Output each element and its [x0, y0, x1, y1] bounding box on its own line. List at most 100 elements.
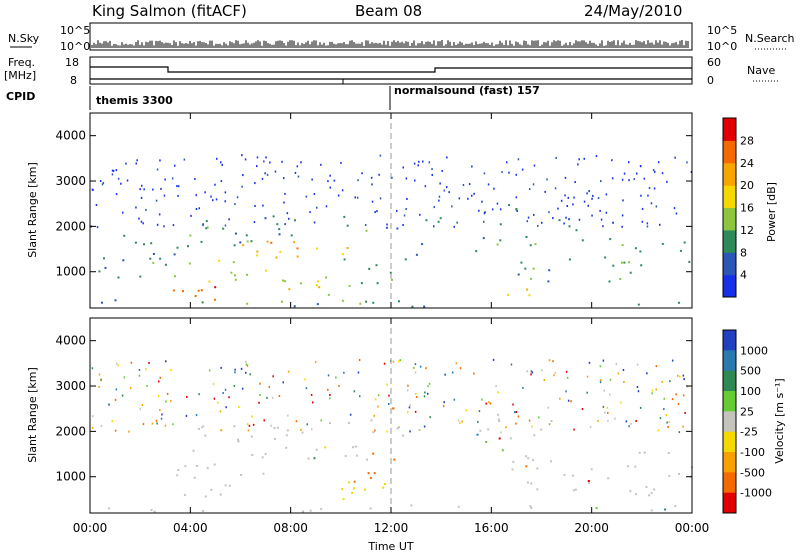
noise-cell: [560, 199, 563, 202]
scatter-cell: [318, 286, 321, 289]
noise-cell: [431, 168, 433, 171]
noise-cell: [397, 360, 400, 363]
noise-cell: [190, 214, 192, 217]
noise-cell: [564, 176, 567, 179]
scatter-cell: [497, 413, 500, 416]
noise-cell: [481, 200, 483, 203]
scatter-cell: [532, 267, 535, 270]
noise-cell: [485, 402, 487, 405]
scatter-cell: [391, 278, 393, 281]
scatter-cell: [499, 239, 502, 242]
scatter-cell: [515, 208, 518, 211]
noise-cell: [417, 164, 419, 167]
noise-cell: [195, 414, 198, 417]
noise-cell: [552, 217, 554, 220]
noise-cell: [259, 394, 261, 396]
scatter-cell: [250, 240, 253, 243]
scatter-cell: [393, 458, 396, 461]
time-tick-label: 16:00: [474, 521, 509, 535]
noise-cell: [636, 363, 639, 366]
scatter-cell: [548, 269, 551, 272]
scatter-cell: [218, 259, 221, 262]
noise-cell: [677, 374, 679, 377]
velocity-colorbar-ticks: 1000 500 100 25 -25 -100 -500 -1000: [740, 344, 772, 499]
noise-cell: [98, 373, 101, 376]
scatter-cell: [612, 264, 615, 267]
noise-cell: [572, 203, 574, 206]
noise-cell: [565, 216, 567, 219]
noise-cell: [294, 171, 297, 174]
noise-cell: [392, 407, 394, 410]
scatter-cell: [382, 486, 385, 489]
scatter-cell: [205, 220, 208, 223]
noise-cell: [457, 419, 460, 422]
noise-trace: [91, 40, 689, 48]
noise-cell: [581, 408, 584, 410]
scatter-cell: [365, 229, 368, 232]
noise-cell: [586, 375, 589, 378]
noise-cell: [114, 429, 117, 432]
noise-cell: [160, 187, 162, 190]
scatter-cell: [234, 232, 237, 235]
noise-cell: [213, 397, 216, 400]
noise-cell: [481, 398, 483, 401]
scatter-cell: [293, 241, 296, 244]
scatter-cell: [402, 434, 405, 437]
noise-cell: [146, 384, 148, 387]
noise-cell: [578, 218, 581, 221]
noise-cell: [115, 362, 118, 365]
noise-cell: [602, 359, 605, 362]
noise-cell: [686, 161, 688, 164]
colorbar-swatch: [723, 391, 736, 412]
noise-cell: [329, 186, 331, 189]
scatter-cell: [101, 301, 103, 304]
noise-cell: [611, 177, 614, 180]
velocity-scatter: [91, 358, 694, 513]
power-colorbar-frame: [722, 117, 737, 298]
scatter-cell: [683, 241, 686, 244]
noise-cell: [112, 169, 115, 172]
scatter-cell: [368, 267, 371, 270]
noise-cell: [219, 410, 222, 413]
scatter-cell: [275, 256, 278, 259]
noise-cell: [528, 419, 531, 422]
noise-cell: [641, 220, 644, 223]
noise-cell: [554, 371, 557, 374]
noise-cell: [554, 187, 557, 190]
noise-cell: [117, 177, 120, 180]
noise-cell: [424, 185, 427, 188]
noise-cell: [165, 400, 167, 403]
noise-cell: [91, 426, 94, 429]
noise-cell: [491, 208, 494, 211]
scatter-cell: [634, 493, 637, 496]
noise-cell: [300, 428, 302, 431]
scatter-cell: [192, 449, 195, 452]
scatter-cell: [313, 457, 316, 460]
colorbar-swatch: [723, 452, 736, 473]
noise-cell: [442, 405, 445, 408]
noise-cell: [241, 185, 243, 188]
noise-cell: [413, 162, 416, 165]
scatter-cell: [270, 241, 273, 244]
power-colorbar-ticks: 4 8 12 16 20 24 28: [740, 134, 754, 281]
noise-cell: [256, 165, 258, 168]
scatter-cell: [233, 244, 236, 247]
noise-cell: [453, 225, 455, 228]
scatter-cell: [224, 484, 227, 487]
noise-cell: [423, 425, 426, 428]
scatter-cell: [509, 437, 512, 440]
scatter-cell: [372, 452, 375, 455]
velocity-panel: 1000 2000 3000 4000 Slant Range [km]: [26, 317, 694, 514]
noise-cell: [263, 160, 265, 163]
noise-cell: [160, 417, 163, 420]
noise-cell: [222, 392, 224, 394]
noise-cell: [306, 423, 308, 426]
noise-cell: [403, 214, 406, 217]
noise-cell: [646, 222, 649, 225]
noise-cell: [145, 368, 147, 371]
noise-cell: [123, 376, 126, 379]
scatter-cell: [174, 275, 176, 278]
noise-cell: [443, 401, 445, 404]
scatter-cell: [396, 227, 399, 230]
noise-cell: [402, 224, 404, 226]
